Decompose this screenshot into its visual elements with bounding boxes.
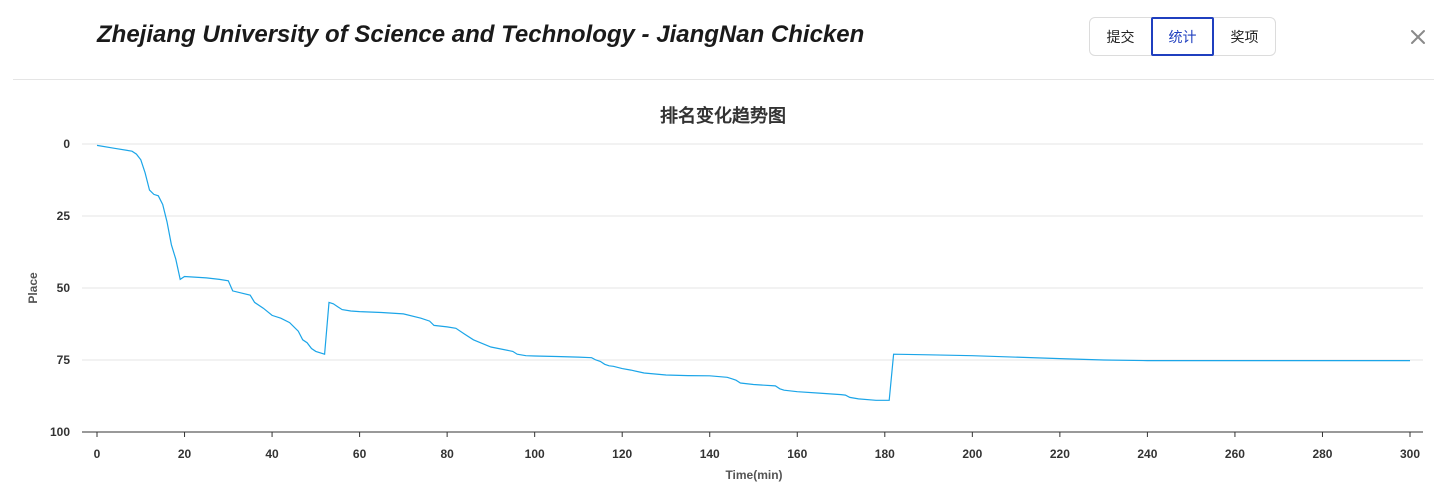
x-tick-label: 40 [265,447,279,461]
x-tick-label: 280 [1312,447,1332,461]
x-tick-label: 20 [178,447,192,461]
axes: 0 25 50 75 100 0 20 40 60 80 100 120 140 160 180 200 220… [50,137,1423,461]
x-tick-label: 180 [875,447,895,461]
x-tick-label: 300 [1400,447,1420,461]
x-tick-label: 80 [440,447,454,461]
x-tick-label: 140 [700,447,720,461]
close-icon[interactable] [1406,25,1430,49]
grid-lines [82,143,1423,361]
y-tick-label: 75 [57,353,71,367]
y-tick-label: 100 [50,425,70,439]
y-tick-label: 25 [57,209,71,223]
team-title: Zhejiang University of Science and Techn… [97,21,865,48]
x-tick-label: 260 [1225,447,1245,461]
y-tick-label: 50 [57,281,71,295]
y-axis-label: Place [26,272,40,304]
x-tick-label: 160 [787,447,807,461]
tab-submissions[interactable]: 提交 [1106,29,1135,46]
y-tick-label: 0 [63,137,70,151]
header-divider [13,79,1434,80]
x-tick-label: 220 [1050,447,1070,461]
x-tick-label: 200 [962,447,982,461]
x-axis-label: Time(min) [725,468,782,482]
series-line [96,144,1410,401]
tab-awards[interactable]: 奖项 [1230,29,1259,46]
x-tick-label: 100 [525,447,545,461]
x-tick-label: 120 [612,447,632,461]
view-tabs: 提交 统计 奖项 [1089,17,1276,56]
tab-statistics[interactable]: 统计 [1151,17,1214,56]
x-tick-label: 60 [353,447,367,461]
chart-title: 排名变化趋势图 [660,105,786,127]
rank-trend-chart: 排名变化趋势图 0 25 50 75 100 0 20 40 60 80 100 120 140 160 1… [26,105,1423,482]
x-tick-label: 0 [94,447,101,461]
x-tick-label: 240 [1137,447,1157,461]
